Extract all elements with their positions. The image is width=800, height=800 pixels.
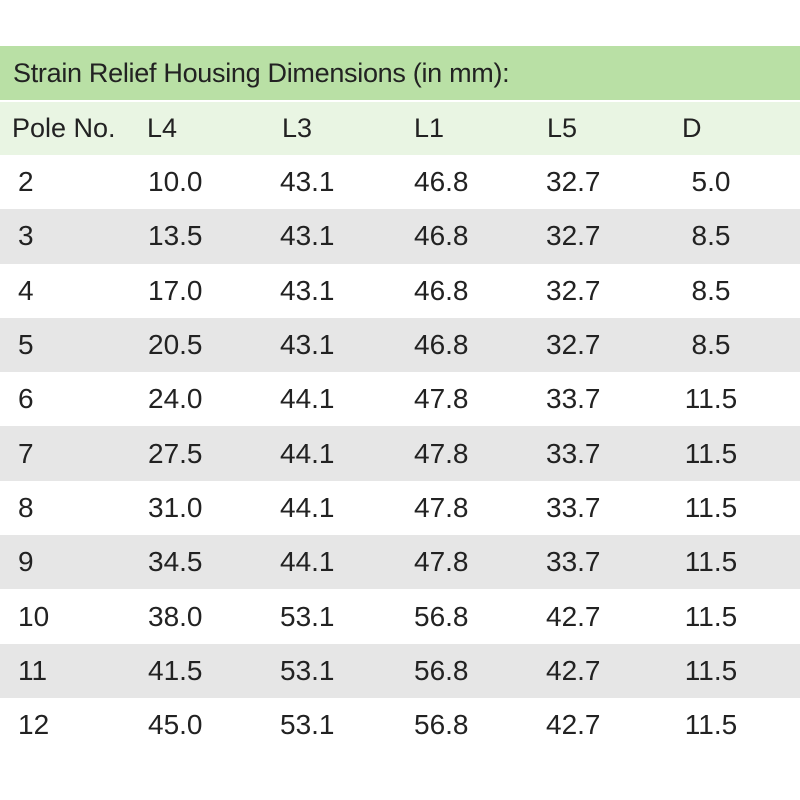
cell-l4: 27.5 [148,437,203,469]
header-pole-no: Pole No. [12,113,116,143]
header-l4: L4 [147,113,178,143]
header-l1: L1 [414,113,445,143]
table-row: 3 13.5 43.1 46.8 32.7 8.5 [0,209,800,264]
dimensions-table: Strain Relief Housing Dimensions (in mm)… [0,46,800,752]
cell-l4: 13.5 [148,220,203,252]
cell-l5: 33.7 [546,546,601,578]
cell-l5: 42.7 [546,600,601,632]
header-d: D [682,113,702,143]
header-l3: L3 [282,113,313,143]
cell-l4: 20.5 [148,329,203,361]
table-row: 6 24.0 44.1 47.8 33.7 11.5 [0,372,800,426]
cell-l4: 24.0 [148,383,203,415]
cell-pole-no: 2 [18,166,34,198]
cell-d: 11.5 [684,600,738,632]
cell-l3: 43.1 [280,220,335,252]
cell-l1: 46.8 [414,220,469,252]
cell-l3: 43.1 [280,329,335,361]
cell-l1: 56.8 [414,654,469,686]
header-l5: L5 [547,113,578,143]
cell-l4: 41.5 [148,654,203,686]
cell-pole-no: 11 [18,654,48,686]
cell-l3: 43.1 [280,166,335,198]
cell-l4: 31.0 [148,491,203,523]
cell-l4: 38.0 [148,600,203,632]
cell-l5: 32.7 [546,329,601,361]
cell-pole-no: 8 [18,491,34,523]
table-row: 11 41.5 53.1 56.8 42.7 11.5 [0,643,800,698]
cell-l1: 47.8 [414,383,469,415]
cell-l3: 44.1 [280,491,335,523]
cell-l4: 34.5 [148,546,203,578]
table-row: 5 20.5 43.1 46.8 32.7 8.5 [0,317,800,373]
cell-d: 11.5 [684,546,738,578]
cell-l4: 45.0 [148,709,203,741]
cell-l5: 42.7 [546,709,601,741]
cell-pole-no: 12 [18,709,50,741]
cell-d: 8.5 [691,274,731,306]
cell-l1: 47.8 [414,546,469,578]
table-row: 8 31.0 44.1 47.8 33.7 11.5 [0,481,800,535]
cell-l5: 33.7 [546,491,601,523]
cell-pole-no: 7 [18,437,34,469]
table-title: Strain Relief Housing Dimensions (in mm)… [0,46,800,100]
table-row: 12 45.0 53.1 56.8 42.7 11.5 [0,698,800,752]
cell-l5: 32.7 [546,274,601,306]
cell-l4: 17.0 [148,274,203,306]
cell-l5: 33.7 [546,437,601,469]
cell-l3: 53.1 [280,600,335,632]
cell-d: 8.5 [691,329,731,361]
cell-pole-no: 10 [18,600,50,632]
cell-d: 11.5 [684,383,738,415]
cell-pole-no: 6 [18,383,34,415]
cell-pole-no: 3 [18,220,34,252]
cell-l4: 10.0 [148,166,203,198]
cell-l1: 56.8 [414,709,469,741]
table-row: 7 27.5 44.1 47.8 33.7 11.5 [0,426,800,481]
cell-l5: 32.7 [546,220,601,252]
cell-l5: 32.7 [546,166,601,198]
cell-d: 11.5 [684,654,738,686]
cell-d: 11.5 [684,437,738,469]
cell-l1: 56.8 [414,600,469,632]
table-header-row: Pole No. L4 L3 L1 L5 D [0,100,800,155]
cell-l3: 44.1 [280,546,335,578]
cell-l1: 46.8 [414,274,469,306]
cell-l5: 33.7 [546,383,601,415]
cell-d: 5.0 [691,166,731,198]
table-row: 2 10.0 43.1 46.8 32.7 5.0 [0,155,800,209]
cell-d: 11.5 [684,709,738,741]
cell-l1: 46.8 [414,166,469,198]
cell-l3: 43.1 [280,274,335,306]
table-row: 10 38.0 53.1 56.8 42.7 11.5 [0,589,800,643]
cell-l3: 44.1 [280,383,335,415]
table-row: 9 34.5 44.1 47.8 33.7 11.5 [0,535,800,590]
cell-pole-no: 4 [18,274,34,306]
cell-l3: 53.1 [280,709,335,741]
cell-d: 8.5 [691,220,731,252]
cell-pole-no: 5 [18,329,34,361]
cell-l1: 46.8 [414,329,469,361]
cell-l3: 53.1 [280,654,335,686]
cell-pole-no: 9 [18,546,34,578]
cell-l3: 44.1 [280,437,335,469]
table-body: 2 10.0 43.1 46.8 32.7 5.0 3 13.5 43.1 46.8 32.7 8.5… [0,155,800,752]
cell-l1: 47.8 [414,491,469,523]
cell-l5: 42.7 [546,654,601,686]
table-row: 4 17.0 43.1 46.8 32.7 8.5 [0,264,800,318]
cell-l1: 47.8 [414,437,469,469]
cell-d: 11.5 [684,491,738,523]
